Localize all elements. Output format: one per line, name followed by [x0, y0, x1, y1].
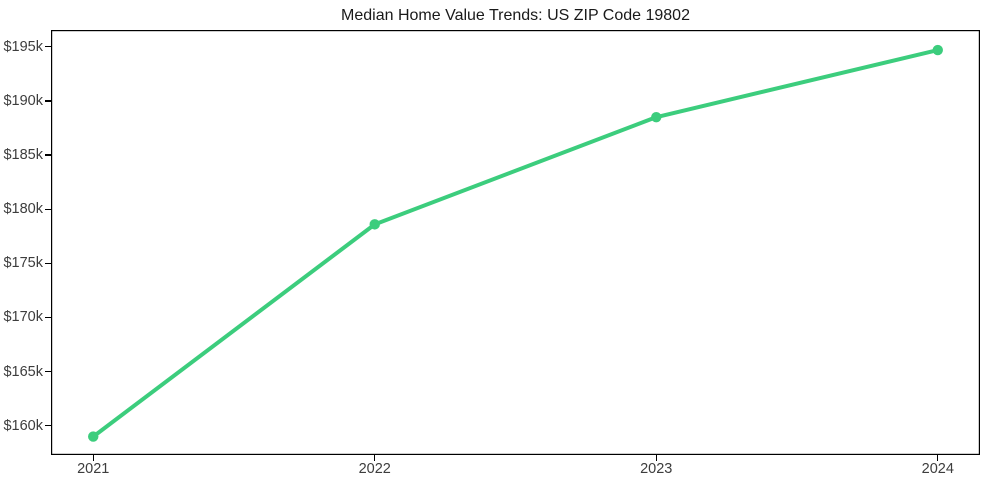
- y-tick-mark: [45, 316, 51, 319]
- y-tick-mark: [45, 100, 51, 102]
- plot-border: [51, 30, 980, 455]
- x-tick-label: 2022: [358, 461, 391, 477]
- x-tick-mark: [92, 455, 94, 461]
- x-tick-mark: [937, 455, 939, 461]
- y-tick-label: $185k: [3, 147, 43, 164]
- y-tick-label: $190k: [3, 92, 43, 109]
- x-tick-mark: [374, 455, 376, 461]
- y-tick-label: $160k: [3, 417, 43, 434]
- y-tick-label: $175k: [3, 255, 43, 272]
- y-tick-label: $180k: [3, 201, 43, 218]
- y-tick-mark: [45, 208, 51, 210]
- chart-title: Median Home Value Trends: US ZIP Code 19…: [341, 7, 690, 24]
- data-point-marker: [651, 111, 662, 123]
- y-tick-mark: [45, 425, 51, 427]
- x-tick-label: 2023: [640, 461, 673, 477]
- y-tick-label: $170k: [3, 309, 43, 326]
- y-tick-mark: [45, 46, 51, 48]
- x-tick-label: 2021: [77, 461, 110, 477]
- y-tick-mark: [45, 262, 51, 264]
- y-tick-mark: [45, 154, 51, 156]
- plot-area: [51, 30, 980, 455]
- x-tick-label: 2024: [921, 461, 954, 477]
- trend-line: [91, 48, 940, 439]
- data-point-marker: [88, 431, 99, 442]
- y-tick-label: $195k: [3, 38, 43, 55]
- line-chart-canvas: [51, 30, 980, 455]
- data-point-marker: [369, 219, 380, 230]
- y-tick-mark: [45, 371, 51, 373]
- y-tick-label: $165k: [3, 363, 43, 380]
- x-tick-mark: [655, 455, 657, 461]
- data-point-marker: [932, 44, 943, 56]
